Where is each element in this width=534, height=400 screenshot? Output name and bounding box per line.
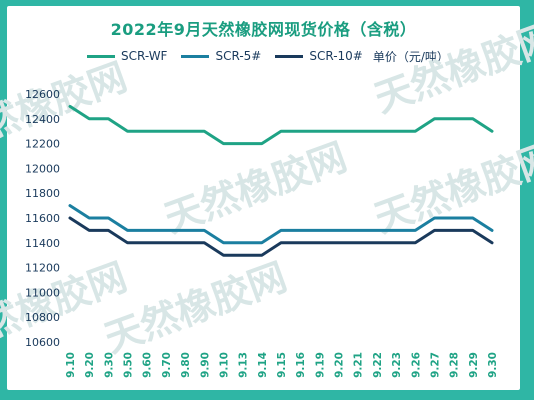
x-tick-label: 9.50: [123, 352, 135, 378]
x-tick-label: 9.20: [334, 352, 346, 378]
watermark-text: 天然橡胶网: [369, 135, 534, 241]
y-tick-label: 12200: [25, 138, 60, 151]
watermark-text: 天然橡胶网: [369, 15, 534, 121]
watermark-text: 天然橡胶网: [99, 255, 293, 361]
y-tick-label: 12600: [25, 88, 60, 101]
legend-unit-label: 单价（元/吨）: [372, 49, 449, 64]
legend-swatch-scr-10: [275, 54, 304, 58]
legend-label-scr-5: SCR-5#: [215, 49, 262, 63]
x-tick-label: 9.60: [142, 352, 154, 378]
chart-legend: SCR-WF SCR-5# SCR-10# 单价（元/吨）: [87, 48, 449, 64]
x-tick-label: 9.15: [276, 352, 288, 378]
legend-label-scr-wf: SCR-WF: [121, 49, 168, 63]
y-tick-label: 11600: [25, 212, 60, 225]
chart-card: 2022年9月天然橡胶网现货价格（含税） SCR-WF SCR-5# SCR-1…: [7, 6, 520, 390]
x-tick-label: 9.14: [257, 352, 269, 378]
y-tick-label: 11400: [25, 237, 60, 250]
legend-item-scr-wf: SCR-WF: [87, 49, 167, 63]
series-line-scr-10: [68, 216, 494, 257]
y-tick-label: 12000: [25, 162, 60, 175]
y-tick-label: 11000: [25, 286, 60, 299]
x-tick-label: 9.23: [391, 352, 403, 378]
x-tick-label: 9.26: [410, 352, 422, 378]
series-line-scr-wf: [68, 104, 494, 146]
y-tick-label: 11200: [25, 262, 60, 275]
x-tick-label: 9.13: [238, 352, 250, 378]
legend-label-scr-10: SCR-10#: [309, 49, 363, 63]
x-tick-label: 9.30: [487, 352, 499, 378]
y-tick-label: 11800: [25, 187, 60, 200]
legend-swatch-scr-5: [181, 54, 210, 58]
x-tick-label: 9.19: [314, 352, 326, 378]
x-tick-label: 9.28: [449, 352, 461, 378]
x-tick-label: 9.90: [199, 352, 211, 378]
x-tick-label: 9.16: [295, 352, 307, 378]
legend-item-scr-10: SCR-10# 单价（元/吨）: [275, 48, 449, 65]
watermark-text: 天然橡胶网: [159, 135, 353, 241]
series-line-scr-5: [68, 204, 494, 245]
x-tick-label: 9.30: [103, 352, 115, 378]
chart-title: 2022年9月天然橡胶网现货价格（含税）: [110, 20, 417, 39]
legend-swatch-scr-wf: [87, 54, 115, 58]
x-tick-label: 9.27: [429, 352, 441, 378]
y-tick-label: 12400: [25, 113, 60, 126]
y-tick-label: 10600: [25, 336, 60, 349]
x-tick-label: 9.21: [353, 352, 365, 378]
x-tick-label: 9.29: [468, 352, 480, 378]
watermark-text: 天然橡胶网: [0, 55, 132, 161]
x-tick-label: 9.22: [372, 352, 384, 378]
x-tick-label: 9.20: [84, 352, 96, 378]
y-tick-label: 10800: [25, 311, 60, 324]
x-tick-label: 9.10: [218, 352, 230, 378]
x-tick-label: 9.70: [161, 352, 173, 378]
x-tick-label: 9.80: [180, 352, 192, 378]
x-tick-label: 9.10: [65, 352, 77, 378]
legend-item-scr-5: SCR-5#: [181, 49, 261, 63]
